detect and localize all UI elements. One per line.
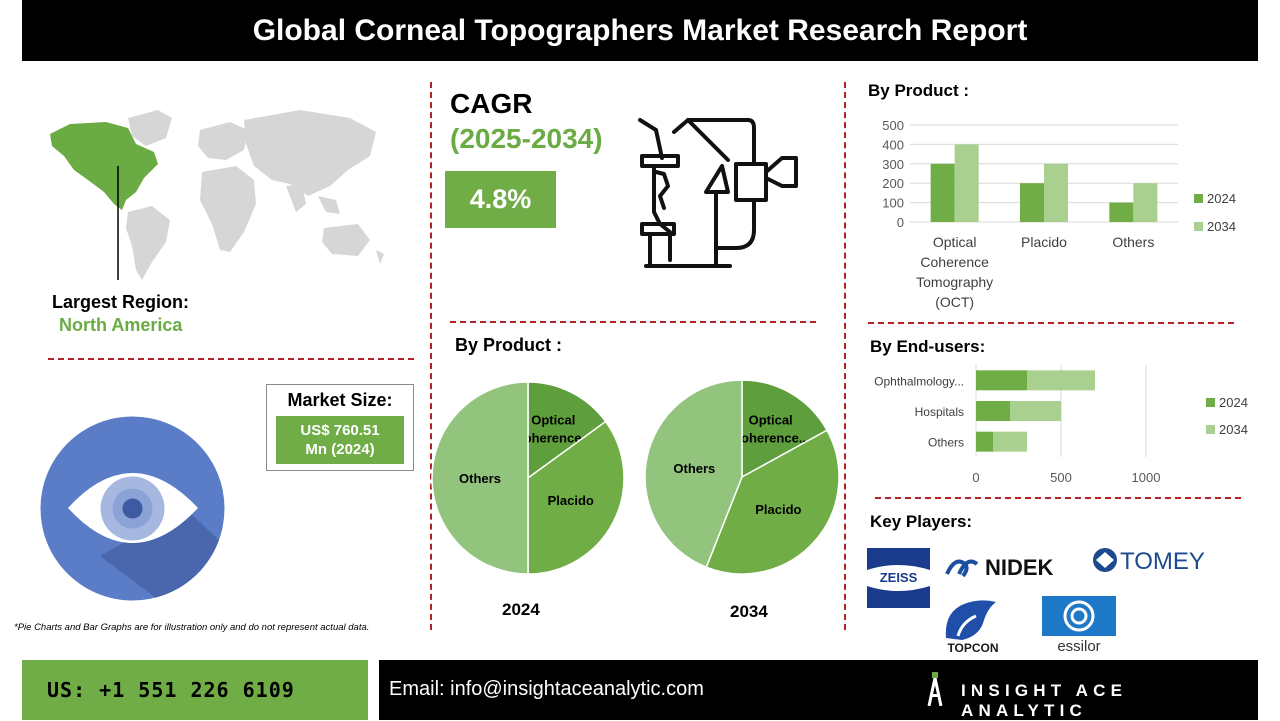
pie-slice-1 <box>527 420 625 575</box>
pie-chart-2024: Optical Coherence... Placido Others <box>431 381 625 575</box>
enduser-bar-chart: 0 500 1000 Ophthalmology... Hospitals Others 2… <box>874 365 1248 485</box>
y-tick-label: Ophthalmology... <box>874 374 964 388</box>
topographer-device-icon <box>638 118 798 268</box>
legend-swatch-2024 <box>1206 398 1215 407</box>
legend-label-2034: 2034 <box>1219 422 1248 437</box>
bar-2034-0 <box>1027 370 1095 391</box>
legend-swatch-2024 <box>1194 194 1203 203</box>
legend-swatch-2034 <box>1206 425 1215 434</box>
y-tick-label: 200 <box>882 176 904 191</box>
tomey-logo-text: TOMEY <box>1120 548 1205 575</box>
region-label: Largest Region: <box>52 292 190 312</box>
nidek-logo-text: NIDEK <box>985 555 1054 580</box>
enduser-bar-title: By End-users: <box>870 337 986 356</box>
pie-slice-2 <box>644 379 743 569</box>
divider-left <box>430 82 432 630</box>
pie-label-2: Others <box>459 471 501 486</box>
pie-slice-0 <box>527 381 607 480</box>
page-title: Global Corneal Topographers Market Resea… <box>22 0 1258 61</box>
y-tick-label: Hospitals <box>915 405 964 419</box>
tomey-logo: TOMEY <box>1093 548 1205 575</box>
x-tick-label: 1000 <box>1132 470 1161 485</box>
y-tick-label: Others <box>928 436 964 450</box>
divider-cagr <box>450 321 816 323</box>
divider-product-bar <box>868 322 1234 324</box>
x-tick-label: Placido <box>1021 234 1067 250</box>
x-tick-label: 500 <box>1050 470 1072 485</box>
footer-brand: INSIGHT ACE ANALYTIC <box>961 681 1128 720</box>
pie-slice-1 <box>705 429 840 575</box>
zeiss-logo-text: ZEISS <box>880 570 918 585</box>
pie-label-1: Placido <box>548 493 594 508</box>
pie-slice-2 <box>431 381 529 575</box>
zeiss-logo: ZEISS <box>867 548 930 608</box>
bar-2024-0 <box>930 163 955 222</box>
x-tick-label: Others <box>1112 234 1154 250</box>
product-bar-chart: 0 100 200 300 400 500 Optical Coherence Tomograp… <box>882 118 1236 310</box>
bar-2024-1 <box>976 401 1010 421</box>
x-tick-label: 0 <box>972 470 979 485</box>
cagr-label: CAGR <box>450 88 533 119</box>
market-size-value-line2: Mn (2024) <box>305 441 375 458</box>
bar-2034-0 <box>954 144 979 222</box>
pie-section-title: By Product : <box>455 335 563 355</box>
bar-2024-2 <box>976 431 993 452</box>
cagr-period: (2025-2034) <box>450 123 603 154</box>
pie-label-0-line2: Coherence... <box>732 431 810 446</box>
x-tick-label: Optical <box>933 234 977 250</box>
pie-year-2024: 2024 <box>502 600 540 619</box>
bar-2034-2 <box>1133 183 1158 222</box>
topcon-logo: TOPCON <box>945 600 999 654</box>
essilor-logo-text: essilor <box>1057 638 1100 654</box>
y-tick-label: 0 <box>897 215 904 230</box>
market-size-value-line1: US$ 760.51 <box>300 422 380 439</box>
pie-label-1: Placido <box>755 502 801 517</box>
x-tick-label: Tomography <box>916 274 993 290</box>
bar-2034-1 <box>1010 401 1061 421</box>
bar-2034-2 <box>993 431 1027 452</box>
region-value: North America <box>59 315 183 335</box>
bar-2024-1 <box>1020 183 1044 222</box>
divider-right <box>844 82 846 630</box>
legend-label-2034: 2034 <box>1207 219 1236 234</box>
pie-chart-2034: Optical Coherence... Placido Others <box>644 379 840 575</box>
eye-icon <box>40 416 225 601</box>
nidek-logo: NIDEK <box>945 555 1054 580</box>
insight-ace-logo-icon <box>927 672 943 706</box>
divider-enduser-bar <box>875 497 1241 499</box>
footer-email[interactable]: Email: info@insightaceanalytic.com <box>389 678 704 700</box>
market-size-value: US$ 760.51 Mn (2024) <box>276 416 404 464</box>
disclaimer-note: *Pie Charts and Bar Graphs are for illus… <box>14 622 370 633</box>
legend-label-2024: 2024 <box>1207 191 1236 206</box>
y-tick-label: 400 <box>882 137 904 152</box>
topcon-logo-text: TOPCON <box>947 641 998 654</box>
pie-year-2034: 2034 <box>730 602 768 621</box>
pie-label-2: Others <box>673 461 715 476</box>
x-tick-label: Coherence <box>920 254 989 270</box>
key-players-title: Key Players: <box>870 512 973 531</box>
pie-label-0-line2: Coherence... <box>514 430 592 445</box>
essilor-logo: essilor <box>1042 596 1116 654</box>
footer-bar: Email: info@insightaceanalytic.com INSIG… <box>379 660 1258 720</box>
cagr-value: 4.8% <box>445 171 556 228</box>
divider-region <box>48 358 414 360</box>
bar-2024-0 <box>976 370 1027 391</box>
world-map <box>50 110 384 280</box>
bar-2024-2 <box>1109 202 1134 222</box>
product-bar-title: By Product : <box>868 81 970 100</box>
legend-label-2024: 2024 <box>1219 395 1248 410</box>
pie-label-0: Optical <box>531 412 575 427</box>
footer-phone[interactable]: US: +1 551 226 6109 <box>22 660 368 720</box>
pie-label-0: Optical <box>749 413 793 428</box>
x-tick-label: (OCT) <box>935 294 974 310</box>
market-size-box: Market Size: US$ 760.51 Mn (2024) <box>266 384 414 471</box>
pie-slice-0 <box>741 379 829 479</box>
y-tick-label: 100 <box>882 196 904 211</box>
legend-swatch-2034 <box>1194 222 1203 231</box>
y-tick-label: 300 <box>882 157 904 172</box>
bar-2034-1 <box>1044 163 1068 222</box>
market-size-label: Market Size: <box>287 390 393 410</box>
y-tick-label: 500 <box>882 118 904 133</box>
